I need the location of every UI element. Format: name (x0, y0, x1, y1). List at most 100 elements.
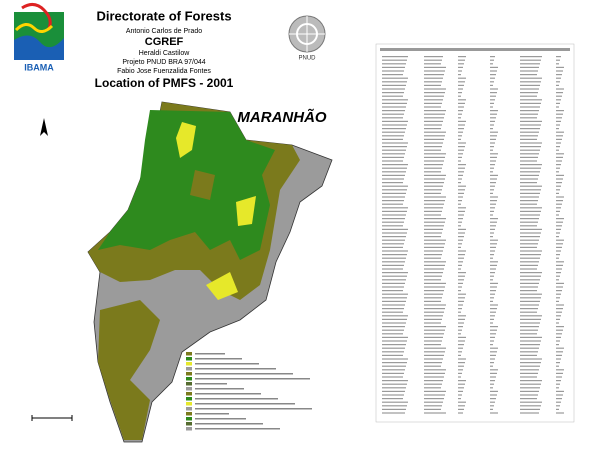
table-cell-line (490, 74, 496, 76)
ibama-logo: IBAMA (14, 3, 64, 72)
table-cell-line (458, 318, 465, 320)
table-cell-line (556, 394, 563, 396)
table-cell-line (458, 272, 466, 274)
table-cell-line (520, 268, 537, 270)
table-cell-line (458, 88, 463, 90)
table-cell-line (424, 282, 446, 284)
table-cell-line (424, 146, 442, 148)
table-cell-line (520, 192, 540, 194)
table-cell-line (556, 138, 562, 140)
table-cell-line (424, 207, 443, 209)
table-cell-line (382, 272, 408, 274)
table-cell-line (520, 358, 542, 360)
table-cell-line (458, 221, 462, 223)
table-cell-line (520, 142, 542, 144)
table-cell-line (424, 261, 446, 263)
table-cell-line (556, 398, 562, 400)
table-cell-line (424, 99, 443, 101)
legend-text-line (195, 378, 310, 380)
table-cell-line (458, 66, 463, 68)
table-cell-line (382, 192, 406, 194)
left-logo-label: IBAMA (24, 62, 54, 72)
table-cell-line (520, 167, 541, 169)
table-cell-line (382, 405, 407, 407)
table-cell-line (520, 336, 542, 338)
table-cell-line (424, 232, 442, 234)
table-cell-line (556, 160, 562, 162)
table-cell-line (458, 232, 465, 234)
table-cell-line (424, 412, 446, 414)
table-cell-line (520, 236, 540, 238)
table-cell-line (382, 254, 407, 256)
table-cell-line (458, 63, 464, 65)
table-cell-line (424, 405, 442, 407)
table-cell-line (520, 84, 540, 86)
pnud-logo: PNUD (288, 15, 326, 62)
legend-swatch (186, 382, 192, 386)
table-cell-line (520, 131, 539, 133)
table-cell-line (490, 153, 498, 155)
table-cell-line (424, 164, 443, 166)
table-cell-line (424, 225, 444, 227)
table-cell-line (556, 210, 560, 212)
table-cell-line (424, 358, 443, 360)
table-cell-line (382, 128, 406, 130)
table-cell-line (556, 401, 561, 403)
table-cell-line (382, 92, 404, 94)
table-cell-line (556, 77, 561, 79)
table-cell-line (382, 394, 404, 396)
table-cell-line (458, 189, 465, 191)
table-cell-line (490, 297, 494, 299)
table-cell-line (382, 142, 408, 144)
table-cell-line (490, 308, 497, 310)
table-cell-line (556, 362, 560, 364)
table-cell-line (424, 308, 445, 310)
table-cell-line (556, 203, 562, 205)
table-cell-line (520, 196, 539, 198)
table-cell-line (382, 138, 403, 140)
table-cell-line (556, 293, 561, 295)
table-cell-line (520, 102, 541, 104)
table-cell-line (382, 84, 406, 86)
table-cell-line (556, 95, 562, 97)
table-cell-line (556, 250, 561, 252)
table-cell-line (556, 228, 561, 230)
table-cell-line (520, 246, 537, 248)
table-cell-line (490, 117, 496, 119)
table-cell-line (424, 315, 443, 317)
table-cell-line (556, 369, 564, 371)
table-cell-line (556, 354, 562, 356)
table-cell-line (458, 279, 464, 281)
table-cell-line (556, 232, 560, 234)
table-cell-line (556, 200, 563, 202)
table-cell-line (490, 286, 497, 288)
legend-text-line (195, 368, 276, 370)
table-cell-line (490, 228, 495, 230)
table-cell-line (458, 412, 463, 414)
table-cell-line (458, 268, 461, 270)
table-cell-line (382, 264, 404, 266)
table-cell-line (382, 347, 405, 349)
table-cell-line (556, 192, 559, 194)
table-cell-line (458, 192, 464, 194)
table-cell-line (490, 257, 493, 259)
table-cell-line (490, 362, 494, 364)
table-cell-line (520, 351, 538, 353)
table-cell-line (382, 358, 408, 360)
table-cell-line (424, 160, 444, 162)
table-cell-line (556, 153, 564, 155)
table-cell-line (424, 110, 446, 112)
table-cell-line (382, 333, 403, 335)
table-cell-line (458, 282, 463, 284)
table-cell-line (424, 214, 441, 216)
table-cell-line (382, 329, 404, 331)
table-cell-line (490, 272, 495, 274)
table-cell-line (458, 110, 463, 112)
legend-swatch (186, 377, 192, 381)
table-cell-line (382, 102, 407, 104)
table-cell-line (382, 372, 404, 374)
table-cell-line (556, 182, 562, 184)
table-cell-line (424, 257, 441, 259)
unit: CGREF (145, 36, 184, 48)
